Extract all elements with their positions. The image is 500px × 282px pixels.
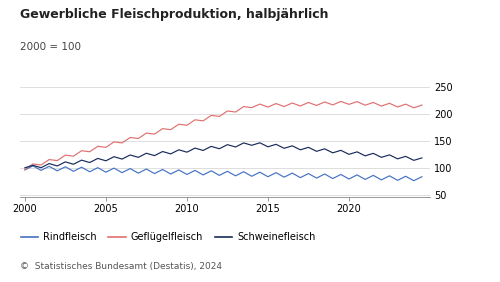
Legend: Rindfleisch, Geflügelfleisch, Schweinefleisch: Rindfleisch, Geflügelfleisch, Schweinefl… bbox=[16, 228, 319, 246]
Text: Gewerbliche Fleischproduktion, halbjährlich: Gewerbliche Fleischproduktion, halbjährl… bbox=[20, 8, 328, 21]
Text: 2000 = 100: 2000 = 100 bbox=[20, 42, 81, 52]
Text: ©  Statistisches Bundesamt (Destatis), 2024: © Statistisches Bundesamt (Destatis), 20… bbox=[20, 262, 222, 271]
